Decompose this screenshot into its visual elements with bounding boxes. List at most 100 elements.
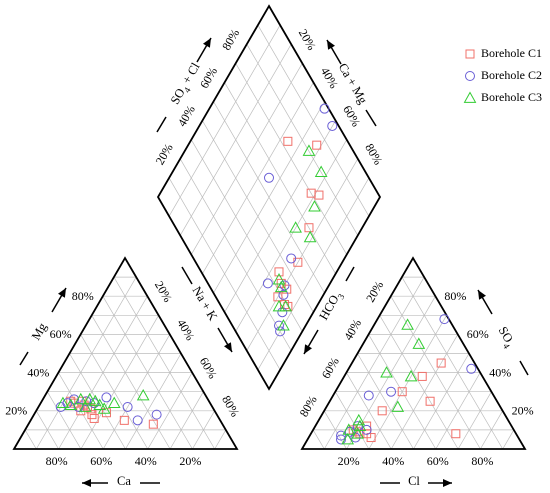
mg-axis-arrow-head — [58, 288, 66, 298]
point-triangle-3-9-anion — [391, 400, 405, 412]
anion-triangle-gridline — [401, 276, 504, 450]
point-triangle-3-2-cation — [64, 398, 78, 410]
ca-axis-label: Ca — [117, 474, 131, 488]
tick-ca-mg: 20% — [296, 27, 319, 53]
point-square-1-8-cation — [101, 408, 111, 418]
point-circle-2-7-cation — [122, 401, 133, 412]
point-triangle-3-3-anion — [342, 423, 356, 435]
point-circle-2-5-diamond — [279, 280, 290, 291]
point-square-1-1-cation — [66, 396, 76, 406]
anion-triangle-gridline — [323, 276, 425, 450]
data-points — [55, 103, 477, 445]
tick-ca: 60% — [90, 454, 112, 468]
tick-hco3: 80% — [297, 393, 320, 419]
tick-na-k: 20% — [152, 279, 175, 305]
legend-label-2: Borehole C2 — [481, 68, 542, 82]
tick-mg: 80% — [72, 289, 94, 303]
point-triangle-3-10-cation — [83, 392, 97, 405]
ca-mg-axis-tail — [365, 109, 377, 127]
anion-triangle-gridline — [379, 315, 459, 450]
diamond-gridline — [213, 101, 325, 294]
hco3-axis-arrow-head — [304, 344, 312, 354]
anion-triangle-gridline — [357, 353, 414, 450]
point-circle-2-10-anion — [363, 390, 374, 401]
tick-na-k: 80% — [219, 393, 242, 419]
anion-triangle-gridline — [457, 391, 492, 450]
cation-triangle-gridline — [169, 391, 204, 450]
anion-triangle-frame — [300, 256, 527, 450]
point-triangle-3-9-diamond — [289, 221, 302, 233]
diamond-gridline — [235, 63, 348, 255]
point-square-1-4-diamond — [276, 278, 286, 288]
point-square-1-10-cation — [148, 419, 158, 429]
tick-ca: 80% — [46, 454, 68, 468]
point-square-1-5-diamond — [274, 267, 284, 277]
point-circle-2-7-anion — [466, 363, 477, 374]
point-triangle-3-4-diamond — [274, 280, 288, 293]
point-triangle-3-2-diamond — [279, 299, 292, 312]
anion-triangle-gridline — [390, 296, 481, 450]
point-square-1-12-anion — [377, 406, 387, 416]
point-triangle-3-6-anion — [404, 369, 418, 382]
tick-na-k: 40% — [174, 317, 197, 343]
tick-hco3: 40% — [341, 317, 364, 343]
cation-triangle-gridline — [69, 353, 126, 450]
ca-mg-axis-arrow-head — [327, 40, 335, 50]
point-square-1-7-diamond — [304, 223, 314, 233]
point-square-1-9-cation — [119, 415, 129, 425]
point-triangle-3-6-cation — [93, 398, 107, 410]
tick-ca: 20% — [179, 454, 201, 468]
point-square-1-6-anion — [417, 371, 427, 381]
point-circle-2-9-cation — [151, 409, 162, 420]
tick-mg: 20% — [5, 404, 27, 418]
point-triangle-3-8-anion — [412, 337, 426, 349]
tick-so4-cl: 80% — [219, 27, 242, 53]
cation-triangle-gridline — [35, 410, 59, 450]
so4-cl-axis-arrow-head — [203, 38, 211, 48]
tick-cl: 60% — [427, 454, 449, 468]
so4-axis-arrow-head — [478, 290, 486, 300]
na-k-axis-arrow-head — [224, 342, 232, 352]
point-circle-2-3-diamond — [277, 307, 288, 318]
tick-ca-mg: 60% — [340, 103, 363, 129]
legend-marker-3 — [463, 91, 477, 103]
point-circle-2-10-diamond — [286, 253, 297, 264]
point-triangle-3-8-cation — [107, 396, 121, 409]
tick-cl: 40% — [382, 454, 404, 468]
cl-axis-label: Cl — [408, 474, 420, 488]
point-circle-2-9-diamond — [264, 172, 274, 183]
point-circle-2-9-anion — [386, 386, 397, 397]
hco3-axis-label: HCO3 — [316, 288, 347, 324]
tick-hco3: 20% — [363, 279, 386, 305]
mg-axis-tail — [19, 351, 29, 366]
diamond-gridline — [190, 63, 303, 255]
point-triangle-3-4-anion — [353, 419, 367, 431]
point-triangle-3-4-cation — [78, 400, 92, 412]
point-circle-2-3-cation — [69, 394, 80, 405]
point-circle-2-6-cation — [101, 392, 112, 403]
legend-marker-1 — [465, 49, 475, 59]
cation-triangle-gridline — [80, 334, 149, 450]
point-triangle-3-7-cation — [136, 388, 150, 401]
cation-triangle-gridline — [46, 391, 82, 450]
point-triangle-3-3-diamond — [272, 299, 286, 312]
cation-triangle-frame — [12, 256, 239, 450]
diamond-gridline — [224, 82, 336, 274]
tick-cl: 80% — [471, 454, 493, 468]
point-triangle-3-1-anion — [341, 432, 355, 445]
point-triangle-3-8-diamond — [314, 165, 328, 177]
point-circle-2-5-cation — [81, 396, 92, 407]
tick-so4-cl: 20% — [153, 141, 176, 167]
tick-hco3: 60% — [319, 355, 342, 381]
legend-label-3: Borehole C3 — [481, 90, 542, 104]
tick-na-k: 60% — [197, 355, 220, 381]
cation-triangle-gridline — [24, 429, 37, 450]
so4-axis-label: SO4 — [493, 324, 518, 351]
point-square-1-8-anion — [425, 396, 435, 406]
ca-axis-arrow-head — [82, 479, 91, 487]
cl-axis-arrow-head — [443, 479, 452, 487]
point-circle-2-4-diamond — [278, 289, 289, 300]
point-triangle-3-9-cation — [97, 402, 111, 414]
